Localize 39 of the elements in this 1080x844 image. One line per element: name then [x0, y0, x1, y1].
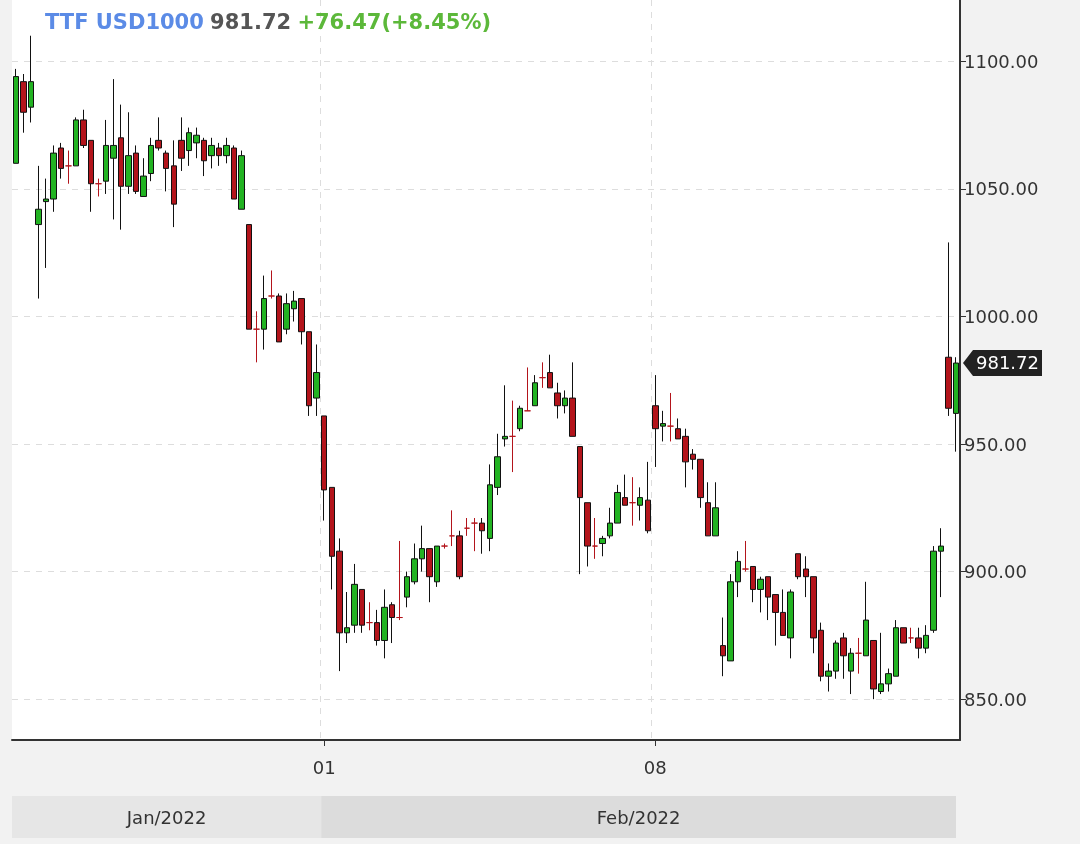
candlestick: [321, 415, 327, 522]
candlestick: [95, 178, 102, 197]
text: Feb/2022: [596, 806, 681, 828]
candlestick: [65, 150, 72, 185]
candlestick: [577, 446, 583, 575]
y-tick-label: 1100.00: [964, 50, 1039, 72]
y-tick-label: 850.00: [964, 688, 1027, 710]
candlestick: [645, 461, 651, 534]
candlestick: [855, 637, 862, 675]
annotation: 981.72: [210, 9, 292, 34]
x-tick-label: 08: [643, 756, 667, 778]
candlestick: [464, 517, 470, 537]
candlestick: [795, 553, 801, 580]
text: Jan/2022: [125, 806, 207, 828]
candlestick: [532, 374, 538, 407]
candlestick: [637, 486, 643, 522]
y-tick-label: 1000.00: [964, 305, 1039, 327]
candlestick: [524, 366, 531, 412]
candlestick: [163, 150, 169, 192]
candlestick: [629, 476, 636, 527]
candlestick: [584, 502, 591, 567]
candlestick: [171, 139, 177, 228]
annotation: +76.47(+8.45%): [297, 9, 492, 34]
candlestick: [502, 384, 508, 448]
candlestick: [667, 392, 674, 442]
y-tick-label: 1050.00: [964, 178, 1039, 200]
candlestick: [261, 275, 267, 351]
candlestick: [35, 165, 42, 300]
x-tick-label: 01: [312, 756, 336, 778]
candlestick: [517, 405, 523, 432]
candlestick: [592, 517, 598, 560]
candlestick: [509, 400, 516, 473]
y-tick-label: 900.00: [964, 561, 1027, 583]
candlestick: [599, 535, 606, 557]
candlestick: [396, 540, 403, 621]
y-tick-label: 950.00: [964, 433, 1027, 455]
text: TTF USD1000: [45, 9, 204, 34]
candlestick: [253, 310, 260, 363]
candlestick: [246, 224, 252, 330]
